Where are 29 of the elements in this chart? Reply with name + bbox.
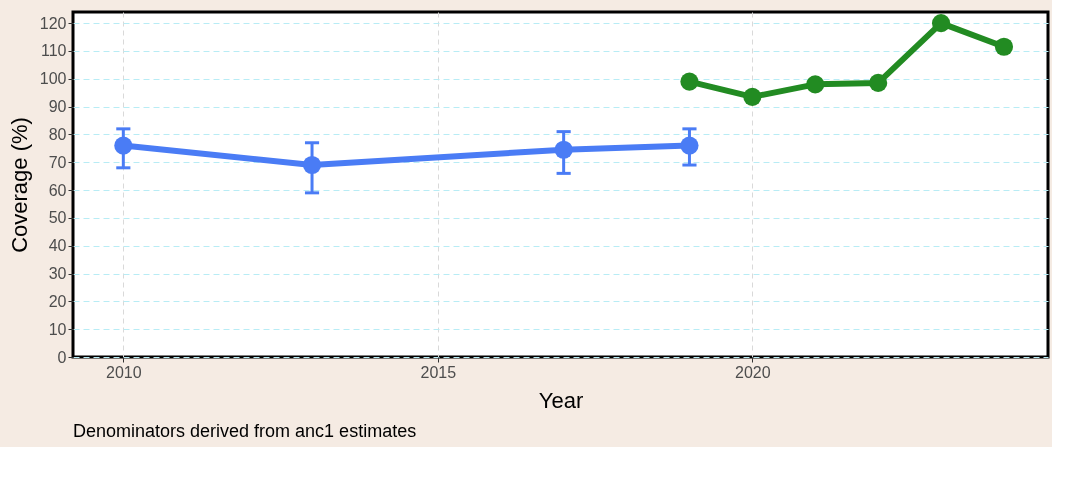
x-tick-label: 2020 xyxy=(735,363,771,381)
y-tick-label: 50 xyxy=(48,209,67,227)
point xyxy=(680,136,699,155)
text: Denominators derived from anc1 estimates xyxy=(73,421,417,441)
y-tick-label: 30 xyxy=(48,265,67,283)
point xyxy=(114,136,133,155)
point xyxy=(869,73,888,93)
point xyxy=(680,72,699,91)
y-tick-label: 110 xyxy=(40,42,67,60)
point xyxy=(806,75,825,94)
y-tick-label: 90 xyxy=(48,98,67,116)
y-tick-label: 100 xyxy=(39,70,67,88)
x-axis-title: Year xyxy=(538,387,584,413)
x-tick-label: 2015 xyxy=(420,363,457,381)
y-tick-label: 60 xyxy=(48,181,67,199)
y-tick-label: 20 xyxy=(48,292,67,310)
y-tick-label: 40 xyxy=(48,237,67,255)
y-tick-label: 80 xyxy=(48,125,67,143)
y-tick-label: 70 xyxy=(48,153,67,171)
y-tick-label: 0 xyxy=(57,348,67,366)
y-tick-label: 120 xyxy=(39,14,67,32)
point xyxy=(302,155,322,175)
point xyxy=(743,87,762,106)
y-tick-label: 10 xyxy=(48,320,67,338)
point xyxy=(931,14,951,33)
x-tick-label: 2010 xyxy=(106,363,142,381)
point xyxy=(554,140,573,159)
point xyxy=(994,37,1014,56)
y-axis-title: Coverage (%) xyxy=(6,117,32,253)
